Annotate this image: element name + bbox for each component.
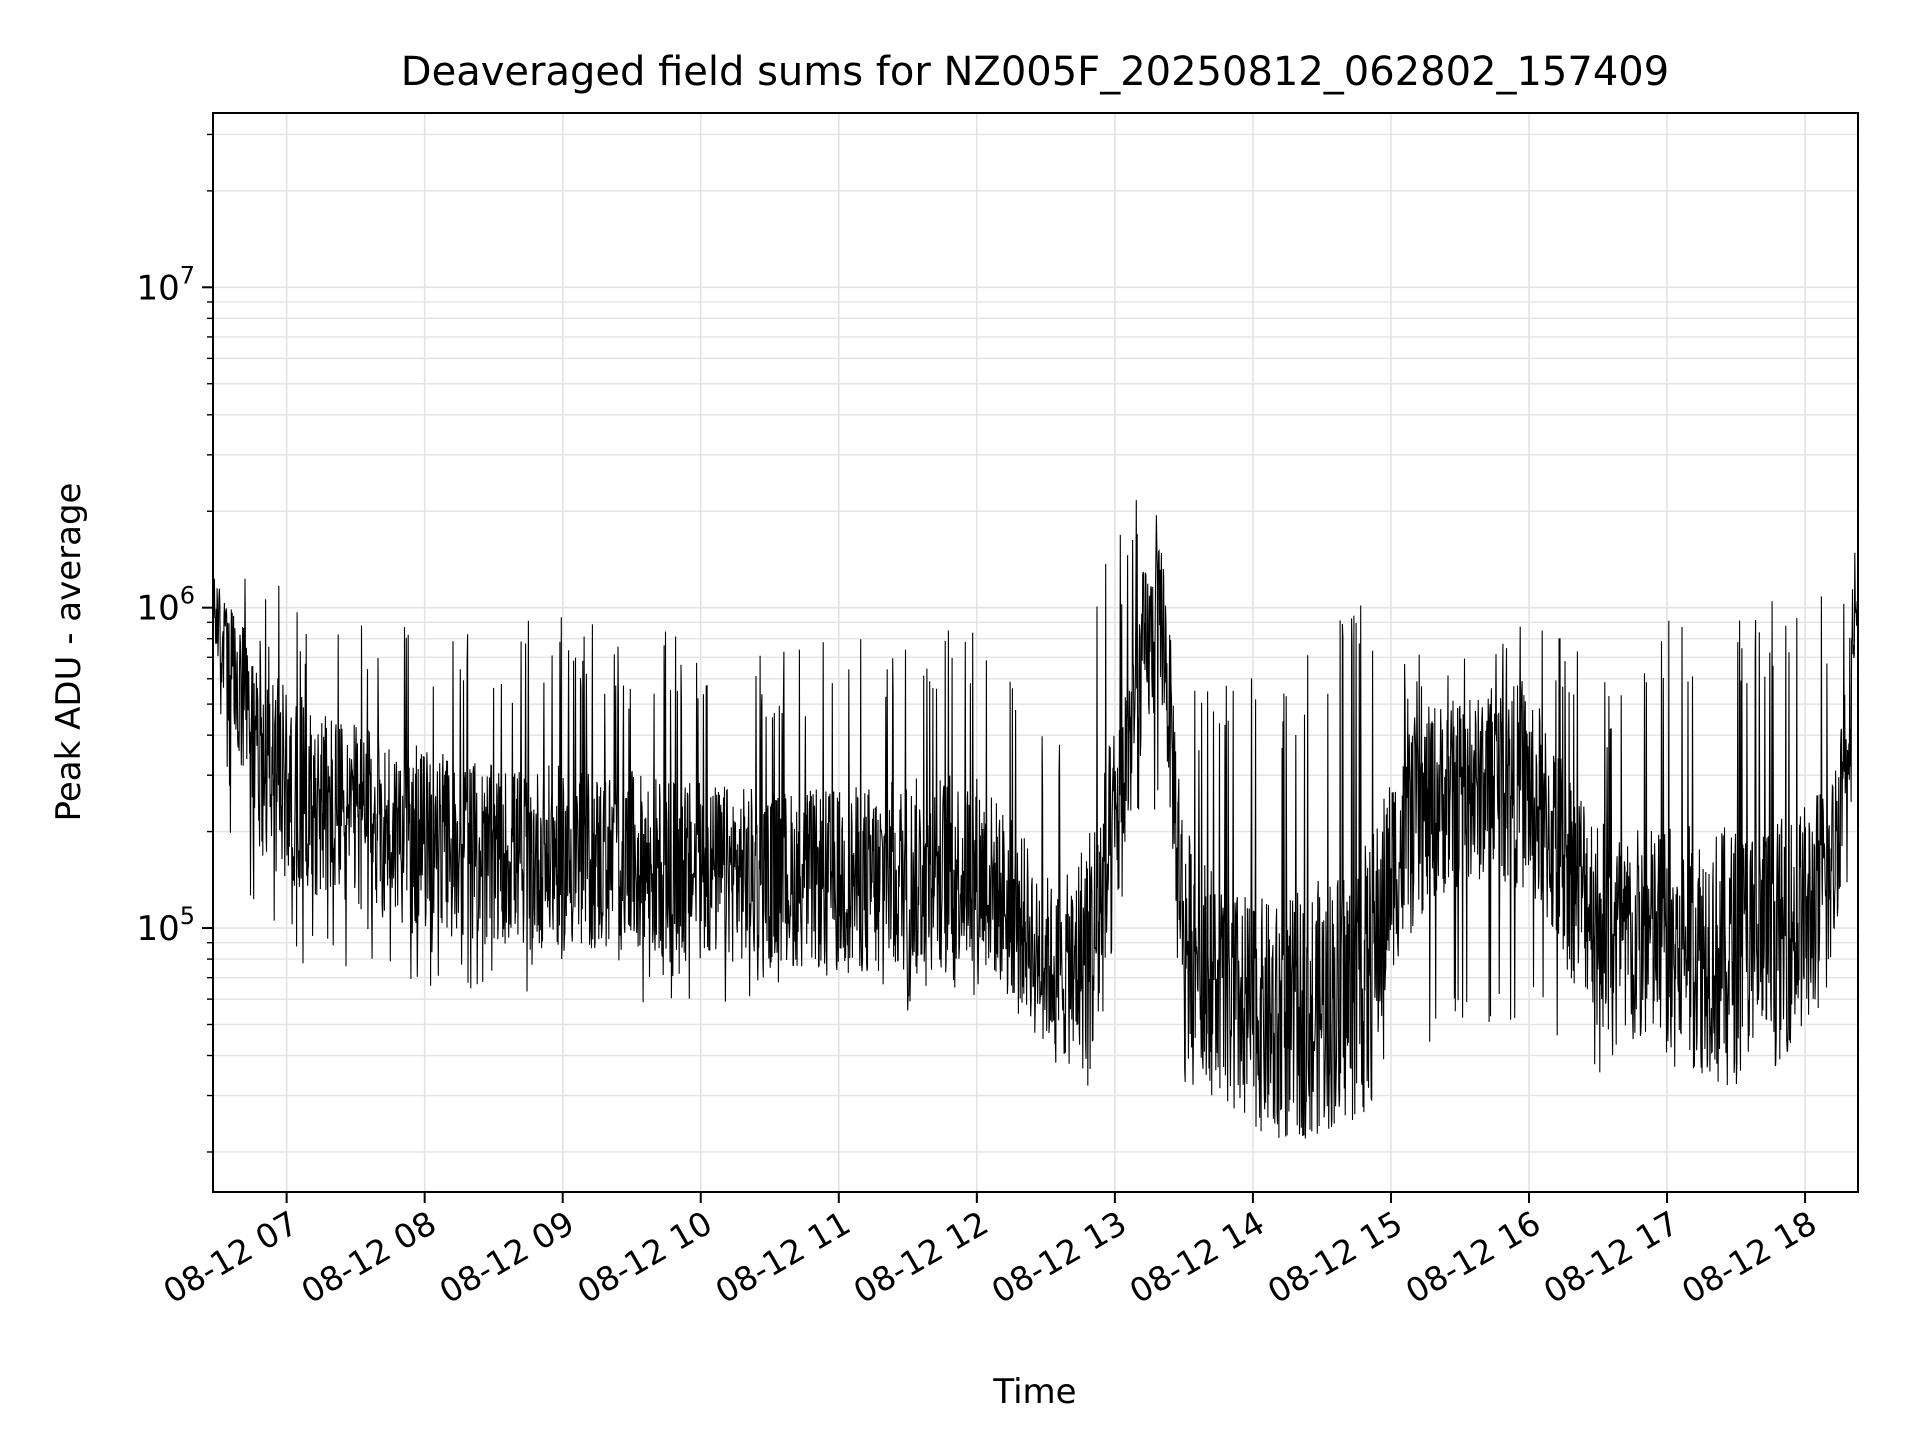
y-tick-label: 107 — [136, 261, 195, 308]
x-axis-label: Time — [992, 1372, 1076, 1412]
axis-ticks — [202, 133, 1807, 1203]
chart-title: Deaveraged field sums for NZ005F_2025081… — [401, 49, 1669, 95]
y-tick-label: 105 — [136, 902, 195, 949]
plot-frame — [212, 112, 1859, 1193]
series-line — [213, 500, 1858, 1139]
y-axis-label: Peak ADU - average — [49, 483, 89, 822]
y-tick-labels: 105 106 107 — [136, 261, 195, 949]
y-tick-label: 106 — [136, 582, 195, 629]
